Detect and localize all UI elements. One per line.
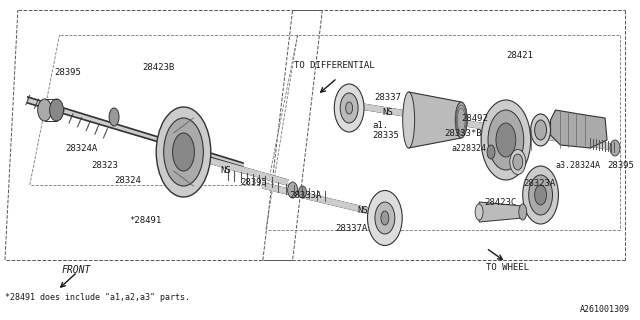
Text: 28333A: 28333A	[290, 190, 322, 199]
Ellipse shape	[109, 108, 119, 126]
Ellipse shape	[367, 190, 402, 245]
Text: FRONT: FRONT	[61, 265, 91, 275]
Ellipse shape	[340, 93, 358, 123]
Polygon shape	[28, 97, 243, 167]
Text: *28491: *28491	[129, 215, 161, 225]
Text: 28423B: 28423B	[142, 62, 174, 71]
Ellipse shape	[375, 202, 395, 234]
Ellipse shape	[487, 145, 495, 159]
Ellipse shape	[523, 166, 559, 224]
Text: 28423C: 28423C	[484, 197, 516, 206]
Text: A261001309: A261001309	[580, 306, 630, 315]
Ellipse shape	[346, 102, 353, 114]
Ellipse shape	[610, 140, 620, 156]
Text: a228324: a228324	[451, 143, 486, 153]
Ellipse shape	[299, 186, 307, 198]
Ellipse shape	[49, 99, 63, 121]
Text: *28491 does include "a1,a2,a3" parts.: *28491 does include "a1,a2,a3" parts.	[5, 293, 190, 302]
Ellipse shape	[481, 100, 531, 180]
Ellipse shape	[496, 123, 516, 157]
Ellipse shape	[287, 182, 298, 198]
Polygon shape	[337, 100, 615, 150]
Ellipse shape	[531, 114, 550, 146]
Text: TO DIFFERENTIAL: TO DIFFERENTIAL	[294, 60, 374, 69]
Ellipse shape	[529, 175, 552, 215]
Ellipse shape	[513, 154, 523, 170]
Ellipse shape	[488, 110, 524, 170]
Text: 28395: 28395	[54, 68, 81, 76]
Text: TO WHEEL: TO WHEEL	[486, 262, 529, 271]
Ellipse shape	[334, 84, 364, 132]
Ellipse shape	[475, 204, 483, 220]
Text: a1.: a1.	[372, 121, 388, 130]
Polygon shape	[263, 183, 367, 213]
Ellipse shape	[381, 211, 389, 225]
Text: NS: NS	[382, 108, 392, 116]
Text: NS: NS	[357, 205, 368, 214]
Text: 28492: 28492	[461, 114, 488, 123]
Polygon shape	[550, 110, 607, 148]
Ellipse shape	[156, 107, 211, 197]
Ellipse shape	[510, 149, 525, 174]
Text: 28335: 28335	[372, 131, 399, 140]
Ellipse shape	[164, 118, 204, 186]
Ellipse shape	[455, 102, 467, 138]
Polygon shape	[479, 202, 523, 222]
Ellipse shape	[173, 133, 195, 171]
Text: 28395: 28395	[607, 161, 634, 170]
Text: 28337A: 28337A	[335, 223, 367, 233]
Text: 28324A: 28324A	[65, 143, 98, 153]
Text: 28323: 28323	[92, 161, 118, 170]
Ellipse shape	[38, 99, 52, 121]
Text: 28421: 28421	[506, 51, 532, 60]
Text: 28323A: 28323A	[524, 179, 556, 188]
Ellipse shape	[534, 120, 547, 140]
Polygon shape	[409, 92, 461, 148]
Text: NS: NS	[220, 165, 231, 174]
Text: 28324: 28324	[114, 175, 141, 185]
Text: 28395: 28395	[240, 178, 267, 187]
Ellipse shape	[534, 185, 547, 205]
Text: 28333*B: 28333*B	[444, 129, 482, 138]
Ellipse shape	[519, 204, 527, 220]
Ellipse shape	[403, 92, 415, 148]
Polygon shape	[198, 155, 287, 185]
Text: a3.28324A: a3.28324A	[556, 161, 600, 170]
Text: 28337: 28337	[374, 92, 401, 101]
